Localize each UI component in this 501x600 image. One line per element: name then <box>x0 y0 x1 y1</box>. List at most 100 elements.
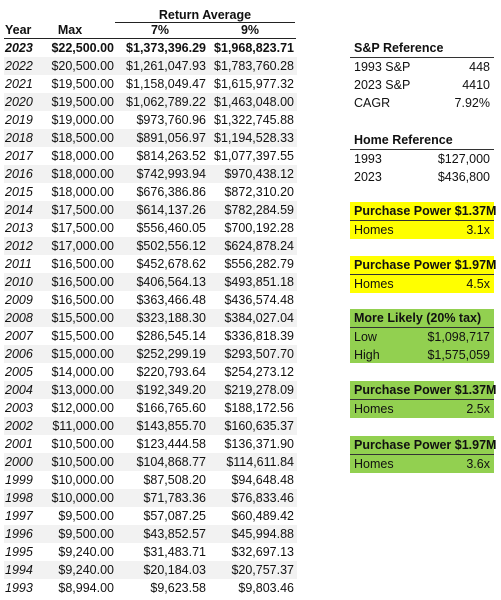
value-cell: $1,158,049.47 <box>126 77 206 91</box>
value-cell: $1,783,760.28 <box>214 59 294 73</box>
value-cell: $9,803.46 <box>238 581 294 595</box>
value-cell: $143,855.70 <box>136 419 206 433</box>
row-band <box>4 381 297 399</box>
value-cell: $13,000.00 <box>51 383 114 397</box>
value-cell: $9,500.00 <box>58 509 114 523</box>
value-cell: $782,284.59 <box>224 203 294 217</box>
value-cell: $20,757.37 <box>231 563 294 577</box>
year-cell: 1995 <box>5 545 33 559</box>
year-cell: 2011 <box>5 257 32 271</box>
value-cell: $94,648.48 <box>231 473 294 487</box>
value-cell: $502,556.12 <box>136 239 206 253</box>
ref-label: 2023 S&P <box>354 78 411 92</box>
value-cell: $87,508.20 <box>143 473 206 487</box>
column-header: 7% <box>150 23 170 37</box>
ref-value: $1,098,717 <box>427 330 490 344</box>
homes-value: 3.1x <box>466 223 490 237</box>
value-cell: $384,027.04 <box>224 311 294 325</box>
value-cell: $1,194,528.33 <box>214 131 294 145</box>
value-cell: $17,500.00 <box>51 203 114 217</box>
value-cell: $10,500.00 <box>51 455 114 469</box>
year-cell: 2007 <box>5 329 33 343</box>
row-band <box>4 93 297 111</box>
value-cell: $18,000.00 <box>51 185 114 199</box>
ref-value: $1,575,059 <box>427 348 490 362</box>
purchase-title: Purchase Power $1.37M <box>354 383 497 397</box>
value-cell: $9,500.00 <box>58 527 114 541</box>
row-band <box>4 525 297 543</box>
row-band <box>4 417 297 435</box>
group-underline <box>115 22 295 23</box>
section-underline <box>350 454 494 455</box>
value-cell: $10,000.00 <box>51 491 114 505</box>
row-band <box>4 201 297 219</box>
value-cell: $286,545.14 <box>136 329 206 343</box>
year-cell: 2023 <box>5 41 33 55</box>
section-underline <box>350 399 494 400</box>
value-cell: $1,261,047.93 <box>126 59 206 73</box>
value-cell: $1,373,396.29 <box>126 41 206 55</box>
purchase-title: Purchase Power $1.97M <box>354 258 497 272</box>
value-cell: $700,192.28 <box>224 221 294 235</box>
value-cell: $16,500.00 <box>51 275 114 289</box>
value-cell: $293,507.70 <box>224 347 294 361</box>
ref-value: 448 <box>469 60 490 74</box>
value-cell: $57,087.25 <box>143 509 206 523</box>
section-title: More Likely (20% tax) <box>354 311 482 325</box>
row-band <box>4 453 297 471</box>
ref-value: 7.92% <box>454 96 490 110</box>
ref-label: 1993 S&P <box>354 60 411 74</box>
year-cell: 2016 <box>5 167 33 181</box>
value-cell: $104,868.77 <box>136 455 206 469</box>
value-cell: $19,000.00 <box>51 113 114 127</box>
year-cell: 1994 <box>5 563 33 577</box>
ref-label: 2023 <box>354 170 382 184</box>
value-cell: $20,500.00 <box>51 59 114 73</box>
value-cell: $452,678.62 <box>136 257 206 271</box>
purchase-title: Purchase Power $1.97M <box>354 438 497 452</box>
value-cell: $20,184.03 <box>143 563 206 577</box>
value-cell: $973,760.96 <box>136 113 206 127</box>
year-cell: 2014 <box>5 203 33 217</box>
value-cell: $136,371.90 <box>224 437 294 451</box>
value-cell: $76,833.46 <box>231 491 294 505</box>
value-cell: $814,263.52 <box>136 149 206 163</box>
value-cell: $742,993.94 <box>136 167 206 181</box>
year-cell: 2021 <box>5 77 33 91</box>
value-cell: $614,137.26 <box>136 203 206 217</box>
row-band <box>4 309 297 327</box>
section-title: Home Reference <box>354 133 453 147</box>
section-title: S&P Reference <box>354 41 444 55</box>
year-cell: 2017 <box>5 149 33 163</box>
value-cell: $19,500.00 <box>51 95 114 109</box>
year-cell: 2009 <box>5 293 33 307</box>
value-cell: $18,000.00 <box>51 149 114 163</box>
section-underline <box>350 149 494 150</box>
year-cell: 2012 <box>5 239 33 253</box>
value-cell: $45,994.88 <box>231 527 294 541</box>
value-cell: $406,564.13 <box>136 275 206 289</box>
ref-value: 4410 <box>462 78 490 92</box>
value-cell: $19,500.00 <box>51 77 114 91</box>
year-cell: 2001 <box>5 437 33 451</box>
year-cell: 1996 <box>5 527 33 541</box>
year-cell: 2019 <box>5 113 33 127</box>
value-cell: $60,489.42 <box>231 509 294 523</box>
column-header: Max <box>57 23 83 37</box>
row-band <box>4 561 297 579</box>
year-cell: 1999 <box>5 473 33 487</box>
value-cell: $676,386.86 <box>136 185 206 199</box>
value-cell: $166,765.60 <box>136 401 206 415</box>
value-cell: $624,878.24 <box>224 239 294 253</box>
value-cell: $43,852.57 <box>143 527 206 541</box>
row-band <box>4 237 297 255</box>
value-cell: $18,000.00 <box>51 167 114 181</box>
column-header: Year <box>5 23 32 37</box>
year-cell: 2000 <box>5 455 33 469</box>
year-cell: 2006 <box>5 347 33 361</box>
section-underline <box>350 57 494 58</box>
year-cell: 2004 <box>5 383 33 397</box>
value-cell: $9,623.58 <box>150 581 206 595</box>
ref-value: $436,800 <box>437 170 490 184</box>
homes-value: 3.6x <box>466 457 490 471</box>
